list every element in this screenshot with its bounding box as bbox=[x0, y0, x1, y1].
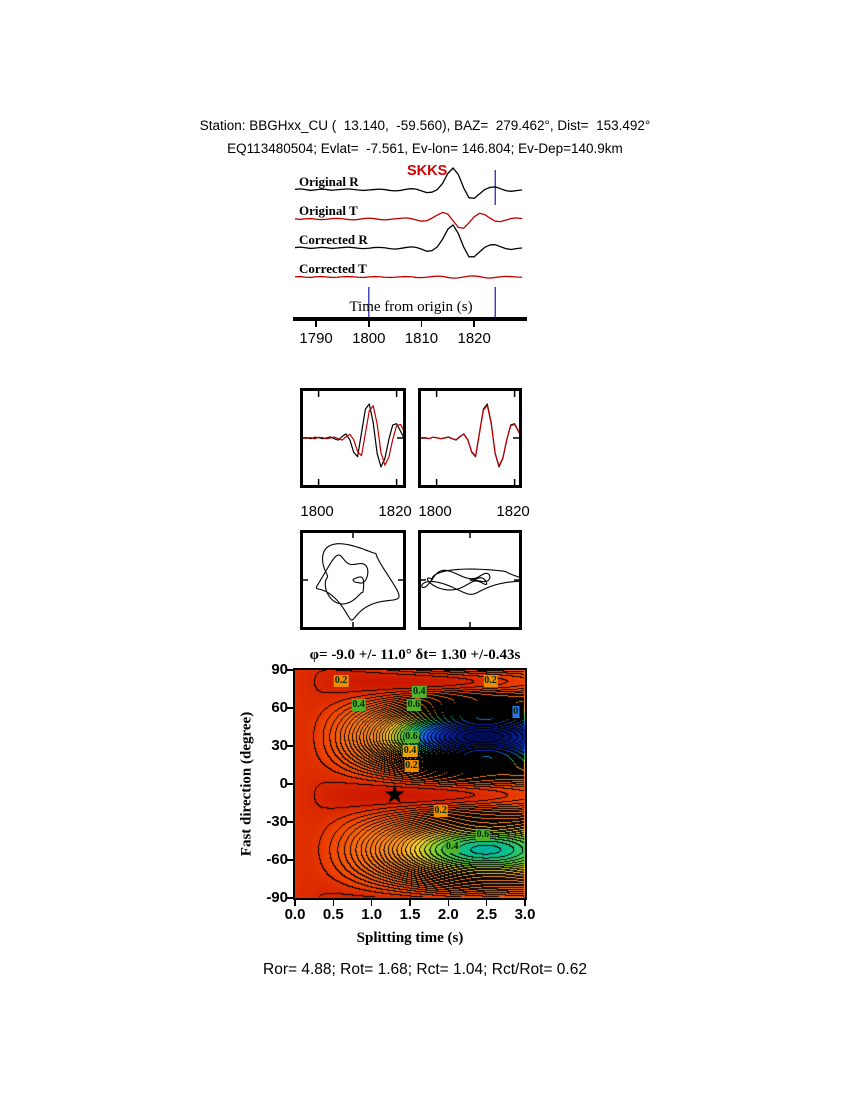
x-axis-tick bbox=[409, 900, 411, 906]
particle-motion-corrected-plot bbox=[421, 533, 519, 627]
best-solution-star: ★ bbox=[383, 779, 407, 810]
waveform-traces-plot bbox=[295, 167, 523, 318]
contour-label: 0.4 bbox=[444, 841, 460, 854]
x-axis-tick bbox=[294, 900, 296, 906]
splitting-time-tick-label: 3.0 bbox=[514, 906, 536, 923]
x-axis-tick bbox=[332, 900, 335, 906]
trace-label-original-t: Original T bbox=[299, 203, 358, 218]
particle-motion-box-original bbox=[300, 530, 406, 630]
y-axis-tick bbox=[286, 897, 293, 899]
time-tick-label: 1820 bbox=[457, 330, 491, 347]
y-axis-tick bbox=[286, 707, 293, 709]
waveform-overlay-original-plot bbox=[303, 391, 403, 485]
contour-label: 0.2 bbox=[404, 760, 419, 773]
overlay-tick-label: 1800 bbox=[418, 503, 452, 520]
trace-label-corrected-t: Corrected T bbox=[299, 261, 367, 276]
event-info-line: EQ113480504; Evlat= -7.561, Ev-lon= 146.… bbox=[227, 141, 623, 156]
splitting-time-tick-label: 0.0 bbox=[284, 906, 306, 923]
contour-label: 0.2 bbox=[333, 675, 349, 688]
trace-label-original-r: Original R bbox=[299, 174, 359, 189]
trace-label-corrected-r: Corrected R bbox=[299, 232, 368, 247]
splitting-time-tick-label: 1.0 bbox=[361, 906, 383, 923]
splitting-time-axis-label: Splitting time (s) bbox=[356, 930, 464, 946]
waveform-overlay-corrected-plot bbox=[421, 391, 519, 485]
contour-label: 0.2 bbox=[433, 804, 448, 817]
splitting-time-tick-labels: 0.0 0.5 1.0 1.5 2.0 2.5 3.0 bbox=[285, 906, 536, 926]
particle-motion-curve bbox=[421, 568, 519, 595]
y-axis-tick bbox=[286, 821, 293, 823]
time-axis-line bbox=[293, 317, 527, 321]
station-info-line: Station: BBGHxx_CU ( 13.140, -59.560), B… bbox=[199, 118, 651, 133]
quality-stats: Ror= 4.88; Rot= 1.68; Rct= 1.04; Rct/Rot… bbox=[263, 961, 587, 978]
contour-label: 0.4 bbox=[402, 745, 418, 758]
splitting-time-tick-label: 0.5 bbox=[322, 906, 344, 923]
trace-original-r bbox=[295, 167, 523, 200]
fast-direction-tick-label: 90 bbox=[271, 661, 288, 678]
time-tick bbox=[473, 321, 475, 327]
x-axis-tick bbox=[485, 900, 488, 906]
waveform-overlay-box-original bbox=[300, 388, 406, 488]
fast-direction-tick-label: -30 bbox=[266, 813, 288, 830]
fast-direction-tick-label: 60 bbox=[271, 699, 288, 716]
fast-direction-tick-label: 30 bbox=[271, 737, 288, 754]
overlay-slow-corrected bbox=[421, 404, 519, 467]
fast-direction-tick-label: 0 bbox=[279, 775, 288, 792]
y-axis-tick bbox=[286, 669, 293, 671]
fast-direction-tick-label: -90 bbox=[266, 889, 288, 906]
trace-corrected-t bbox=[295, 275, 523, 279]
fast-direction-tick-label: -60 bbox=[266, 851, 288, 868]
contour-label: 0.4 bbox=[411, 685, 427, 698]
contour-label: 0.2 bbox=[483, 675, 498, 688]
contour-label: 0.6 bbox=[404, 731, 419, 744]
contour-label: 0.6 bbox=[406, 699, 422, 712]
splitting-time-tick-label: 2.0 bbox=[437, 906, 459, 923]
waveform-overlay-box-corrected bbox=[418, 388, 522, 488]
overlay-tick-labels: 1800 1820 1800 1820 bbox=[0, 503, 850, 523]
trace-original-t bbox=[295, 211, 523, 229]
time-tick-label: 1790 bbox=[299, 330, 333, 347]
y-axis-tick bbox=[286, 859, 293, 861]
overlay-fast bbox=[421, 403, 519, 468]
time-tick bbox=[420, 321, 423, 327]
particle-motion-original-plot bbox=[303, 533, 403, 627]
x-axis-tick bbox=[524, 900, 526, 906]
contour-label: 0.6 bbox=[475, 828, 491, 841]
fast-direction-axis-label: Fast direction (degree) bbox=[238, 711, 255, 857]
splitting-energy-map: 0.2 0.2 0.4 0.6 0.4 0 0.6 0.4 0.2 0.2 0.6 0.4 ★ bbox=[286, 668, 527, 906]
contour-label: 0.4 bbox=[351, 699, 366, 712]
time-tick bbox=[368, 321, 370, 327]
phase-label: SKKS bbox=[407, 163, 448, 179]
time-tick-label: 1810 bbox=[404, 330, 439, 347]
time-axis-label: Time from origin (s) bbox=[349, 299, 473, 315]
overlay-fast bbox=[303, 403, 403, 468]
particle-motion-box-corrected bbox=[418, 530, 522, 630]
y-axis-tick bbox=[286, 745, 293, 747]
x-axis-tick bbox=[370, 900, 373, 906]
fast-direction-tick-labels: 90 60 30 0 -30 -60 -90 bbox=[248, 661, 288, 906]
particle-motion-curve bbox=[315, 543, 400, 621]
overlay-tick-label: 1820 bbox=[378, 503, 412, 520]
overlay-tick-label: 1800 bbox=[300, 503, 334, 520]
splitting-result-title: φ= -9.0 +/- 11.0° δt= 1.30 +/-0.43s bbox=[309, 647, 521, 663]
time-axis-ticks: 1790 1800 1810 1820 bbox=[295, 321, 527, 353]
time-tick-label: 1800 bbox=[352, 330, 386, 347]
trace-corrected-r bbox=[295, 224, 523, 258]
splitting-time-tick-label: 1.5 bbox=[399, 906, 421, 923]
x-axis-tick bbox=[447, 900, 450, 906]
y-axis-tick bbox=[286, 783, 293, 785]
time-tick bbox=[315, 321, 317, 327]
overlay-slow bbox=[303, 405, 403, 466]
overlay-tick-label: 1820 bbox=[496, 503, 530, 520]
contour-label: 0 bbox=[512, 705, 520, 718]
splitting-time-tick-label: 2.5 bbox=[476, 906, 498, 923]
